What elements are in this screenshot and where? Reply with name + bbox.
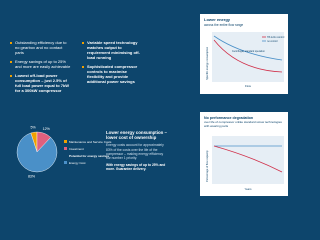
curve — [213, 35, 283, 61]
legend-label: Investment — [69, 147, 84, 151]
value-label: 12% — [43, 127, 51, 131]
bullet: Variable speed technology matches output… — [82, 40, 144, 60]
page: Outstanding efficiency due to no gearbox… — [10, 14, 288, 196]
cost-section: Lower energy consumption – lower cost of… — [106, 130, 168, 172]
legend-label: Potential for energy savings — [69, 154, 110, 158]
chart-title: Lower energy — [204, 17, 231, 22]
chart-subtitle-box: over life of compressor unlike standard … — [204, 121, 282, 128]
legend-label: no control — [267, 40, 278, 43]
section-body: Energy costs account for approximately 8… — [106, 143, 164, 161]
bullet: Lowest off-load power consumption – just… — [10, 73, 72, 93]
bullets-left: Outstanding efficiency due to no gearbox… — [10, 40, 72, 97]
figures: 5% 12% 83% Maintenance and Service Costs In… — [16, 14, 288, 196]
legend-swatch — [64, 161, 67, 164]
legend-swatch — [64, 140, 67, 143]
chart-title: No performance degradation — [204, 116, 253, 120]
bullets-right: Variable speed technology matches output… — [82, 40, 144, 88]
value-label: 5% — [30, 126, 36, 130]
curve — [213, 39, 283, 73]
chart-subtitle: across the entire flow range — [204, 23, 243, 27]
legend-label: Energy Cost — [69, 161, 86, 165]
section-highlight: With energy savings of up to 25% and mor… — [106, 163, 166, 172]
legend-label: HS turbo control — [267, 36, 285, 39]
curve-label: Centrifugal, standard operation — [232, 50, 265, 53]
value-label: 83% — [28, 175, 36, 179]
pie-chart: 5% 12% 83% — [16, 126, 58, 179]
curve — [213, 145, 283, 173]
legend-swatch — [64, 147, 67, 150]
bullet: Outstanding efficiency due to no gearbox… — [10, 40, 72, 55]
legend-label: Maintenance and Service Costs — [69, 140, 112, 144]
x-axis-label: Years — [244, 187, 252, 191]
bullet: Sophisticated compressor controls to max… — [82, 64, 144, 84]
pie-slice — [16, 132, 58, 173]
y-axis-label: Specific energy consumption — [205, 46, 209, 80]
pie-legend: Maintenance and Service Costs Investment P… — [64, 140, 112, 165]
plot-area — [212, 32, 284, 82]
y-axis-label: Percentage of flow capacity — [205, 150, 209, 182]
plot-area — [212, 136, 284, 184]
x-axis-label: Flow — [245, 84, 252, 88]
chart-subtitle: over life of compressor unlike standard … — [204, 121, 282, 128]
section-title: Lower energy consumption – lower cost of… — [106, 130, 167, 141]
bullet: Energy savings of up to 25% and more are… — [10, 59, 72, 69]
